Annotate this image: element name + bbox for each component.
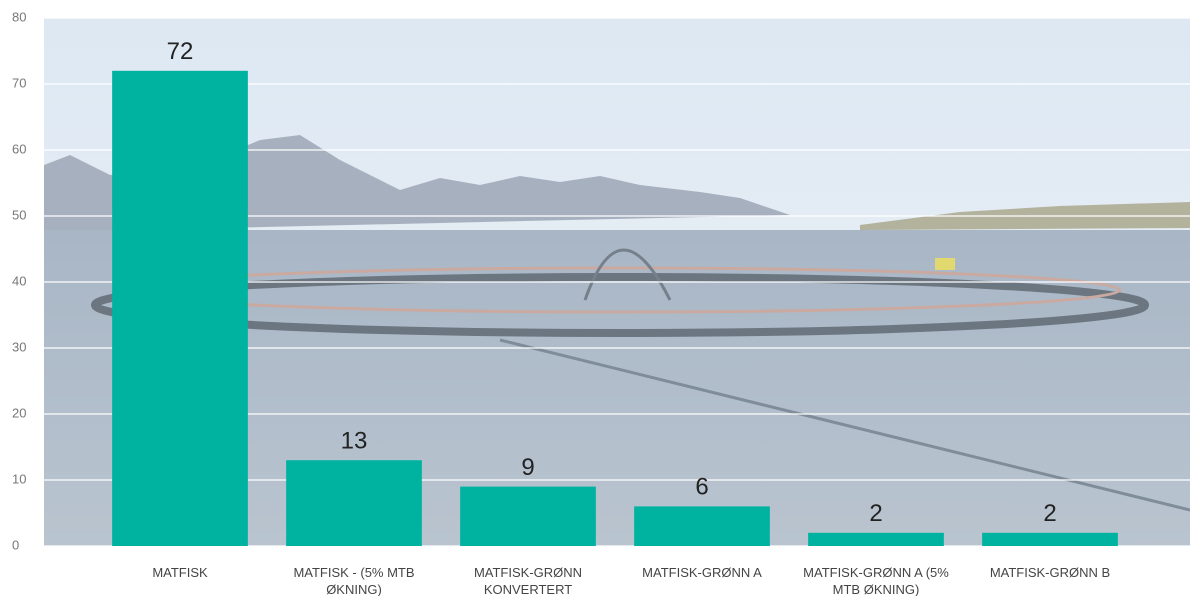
y-tick-label: 60 bbox=[12, 141, 26, 156]
y-tick-label: 10 bbox=[12, 471, 26, 486]
bar bbox=[112, 70, 248, 547]
y-tick-label: 70 bbox=[12, 75, 26, 90]
bar bbox=[460, 486, 596, 546]
y-tick-label: 20 bbox=[12, 405, 26, 420]
x-tick-label: MATFISK-GRØNN B bbox=[989, 565, 1111, 580]
x-tick-label: MATFISK bbox=[152, 565, 208, 580]
data-label: 2 bbox=[1043, 500, 1056, 527]
bar bbox=[982, 532, 1118, 546]
x-tick-label: MATFISK-GRØNN A (5% MTB ØKNING) bbox=[803, 565, 949, 596]
y-tick-label: 40 bbox=[12, 273, 26, 288]
y-tick-label: 80 bbox=[12, 9, 26, 24]
data-label: 13 bbox=[341, 428, 368, 455]
x-tick-label: MATFISK-GRØNN KONVERTERT bbox=[473, 565, 583, 596]
x-tick-label: MATFISK-GRØNN A bbox=[642, 565, 762, 580]
x-tick-label: MATFISK - (5% MTB ØKNING) bbox=[293, 565, 415, 596]
y-tick-label: 0 bbox=[12, 537, 19, 552]
bar bbox=[808, 532, 944, 546]
data-label: 6 bbox=[695, 474, 708, 501]
bar bbox=[286, 460, 422, 546]
bar bbox=[634, 506, 770, 546]
data-label: 72 bbox=[167, 38, 194, 65]
data-label: 9 bbox=[521, 454, 534, 481]
y-tick-label: 30 bbox=[12, 339, 26, 354]
data-label: 2 bbox=[869, 500, 882, 527]
y-tick-label: 50 bbox=[12, 207, 26, 222]
